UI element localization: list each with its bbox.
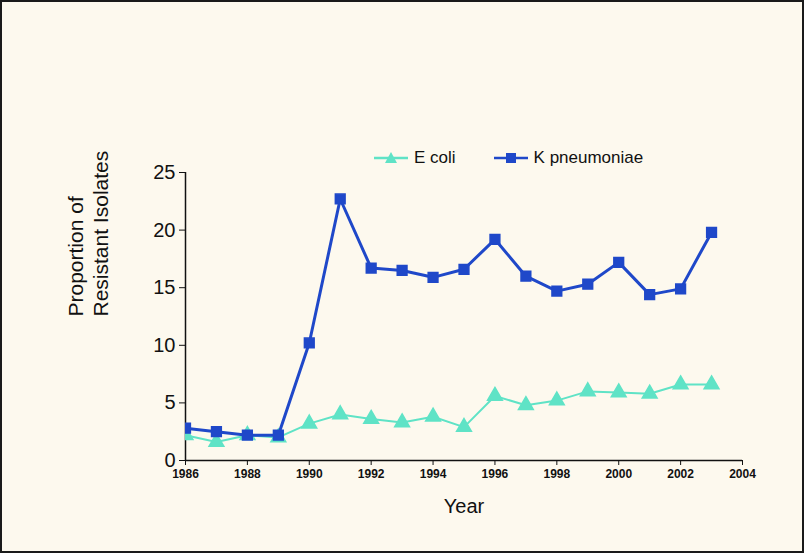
svg-text:Year: Year xyxy=(444,495,485,517)
html-text:K pneumoniae: K pneumoniae xyxy=(533,148,644,167)
svg-text:2004: 2004 xyxy=(729,467,756,481)
svg-text:25: 25 xyxy=(153,161,175,183)
html-text:E coli: E coli xyxy=(414,148,456,167)
svg-text:1994: 1994 xyxy=(420,467,447,481)
svg-text:15: 15 xyxy=(153,276,175,298)
svg-text:1996: 1996 xyxy=(482,467,509,481)
svg-text:1986: 1986 xyxy=(172,467,199,481)
svg-text:5: 5 xyxy=(164,391,175,413)
svg-text:2002: 2002 xyxy=(667,467,694,481)
svg-text:20: 20 xyxy=(153,219,175,241)
svg-text:2000: 2000 xyxy=(605,467,632,481)
svg-text:1990: 1990 xyxy=(296,467,323,481)
svg-text:10: 10 xyxy=(153,334,175,356)
svg-text:1992: 1992 xyxy=(358,467,385,481)
svg-text:1988: 1988 xyxy=(234,467,261,481)
svg-text:0: 0 xyxy=(164,449,175,471)
svg-text:1998: 1998 xyxy=(543,467,570,481)
svg-text:Proportion ofResistant Isolate: Proportion ofResistant Isolates xyxy=(64,151,112,317)
